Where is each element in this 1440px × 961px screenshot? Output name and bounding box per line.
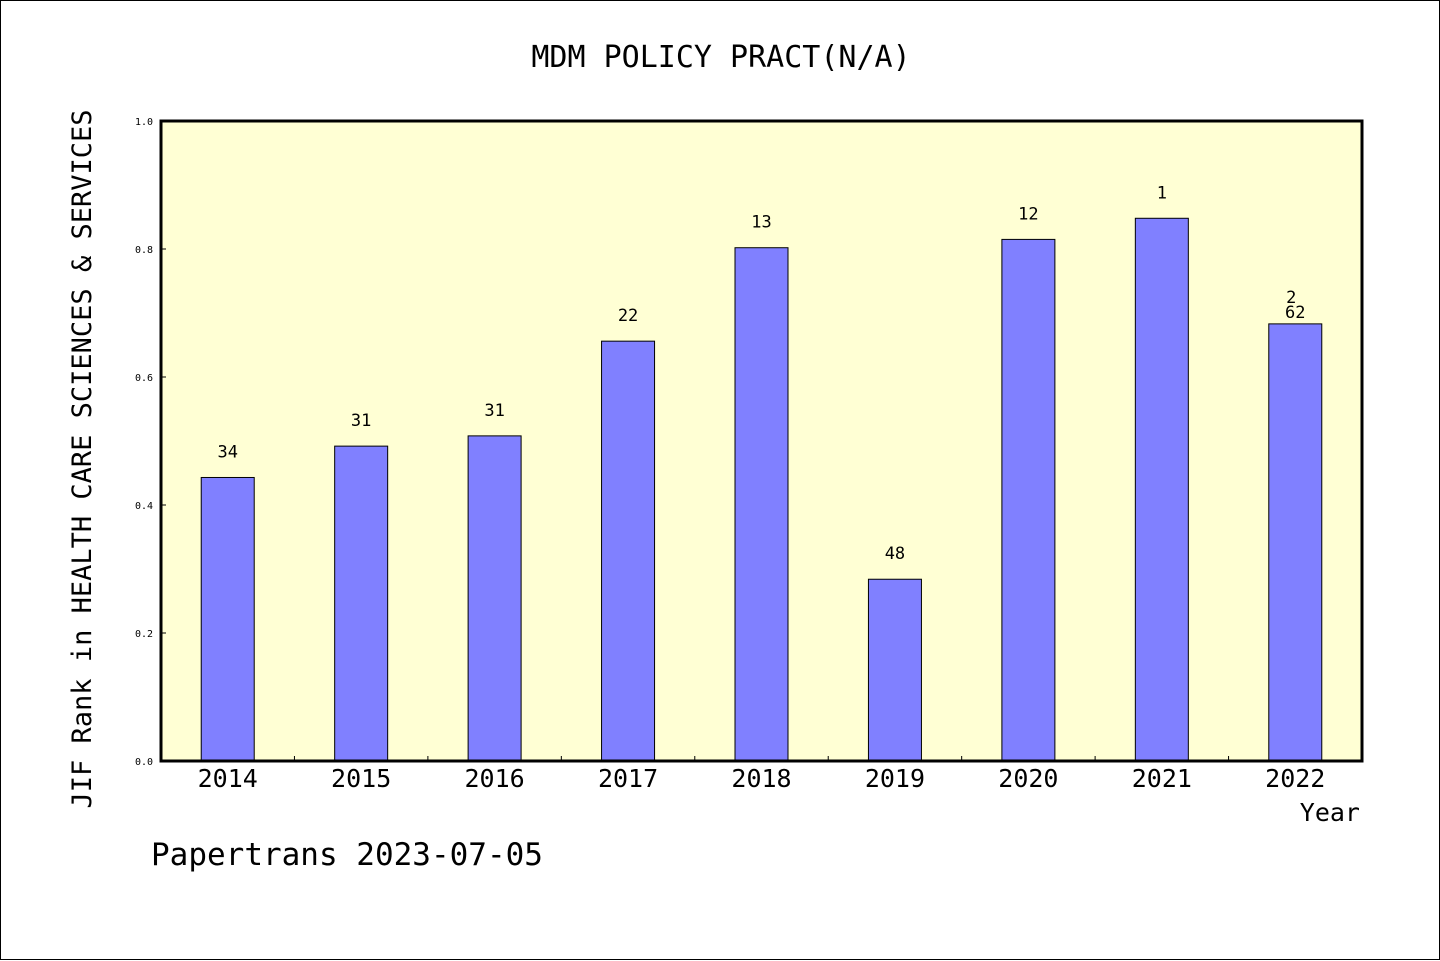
y-tick-label: 0.8	[135, 245, 153, 256]
x-tick-label: 2016	[465, 764, 525, 793]
x-tick-label: 2020	[998, 764, 1058, 793]
bar-2022	[1268, 323, 1323, 762]
bar-2017	[601, 340, 656, 762]
x-tick-label: 2021	[1132, 764, 1192, 793]
bar-2021	[1134, 217, 1189, 762]
data-labels-group: 34 31 31 22 13 48 12 1 622	[217, 183, 1305, 564]
data-label: 1	[1157, 183, 1167, 203]
y-tick-label: 0.6	[135, 373, 153, 384]
data-label: 12	[1018, 204, 1038, 224]
data-label: 31	[484, 401, 504, 421]
x-axis: 2014 2015 2016 2017 2018 2019 2020 2021 2022	[198, 756, 1325, 793]
bar-2018	[734, 247, 789, 762]
bar-2020	[1001, 238, 1056, 762]
chart-title: MDM POLICY PRACT(N/A)	[531, 40, 910, 75]
data-label: 31	[351, 411, 371, 431]
y-axis-label: JIF Rank in HEALTH CARE SCIENCES & SERVI…	[67, 110, 98, 809]
data-label: 62	[1285, 303, 1305, 323]
x-tick-label: 2017	[598, 764, 658, 793]
bar-2014	[200, 476, 255, 762]
data-label: 22	[618, 306, 638, 326]
x-tick-label: 2018	[731, 764, 791, 793]
footer-text: Papertrans 2023-07-05	[151, 837, 543, 873]
data-label: 34	[217, 442, 237, 462]
y-tick-label: 1.0	[135, 117, 153, 128]
plot-border	[159, 119, 1364, 763]
bar-2016	[467, 435, 522, 762]
bar-2019	[867, 578, 922, 762]
y-tick-label: 0.2	[135, 629, 153, 640]
x-tick-label: 2014	[198, 764, 258, 793]
y-tick-label: 0.0	[135, 757, 153, 768]
data-label-extra: 2	[1286, 288, 1296, 308]
x-tick-label: 2019	[865, 764, 925, 793]
bars-group	[200, 217, 1323, 762]
data-label: 48	[885, 544, 905, 564]
x-tick-label: 2015	[331, 764, 391, 793]
y-tick-label: 0.4	[135, 501, 153, 512]
x-axis-label: Year	[1300, 798, 1360, 827]
x-tick-label: 2022	[1265, 764, 1325, 793]
data-label: 13	[751, 213, 771, 233]
bar-2015	[334, 445, 389, 762]
